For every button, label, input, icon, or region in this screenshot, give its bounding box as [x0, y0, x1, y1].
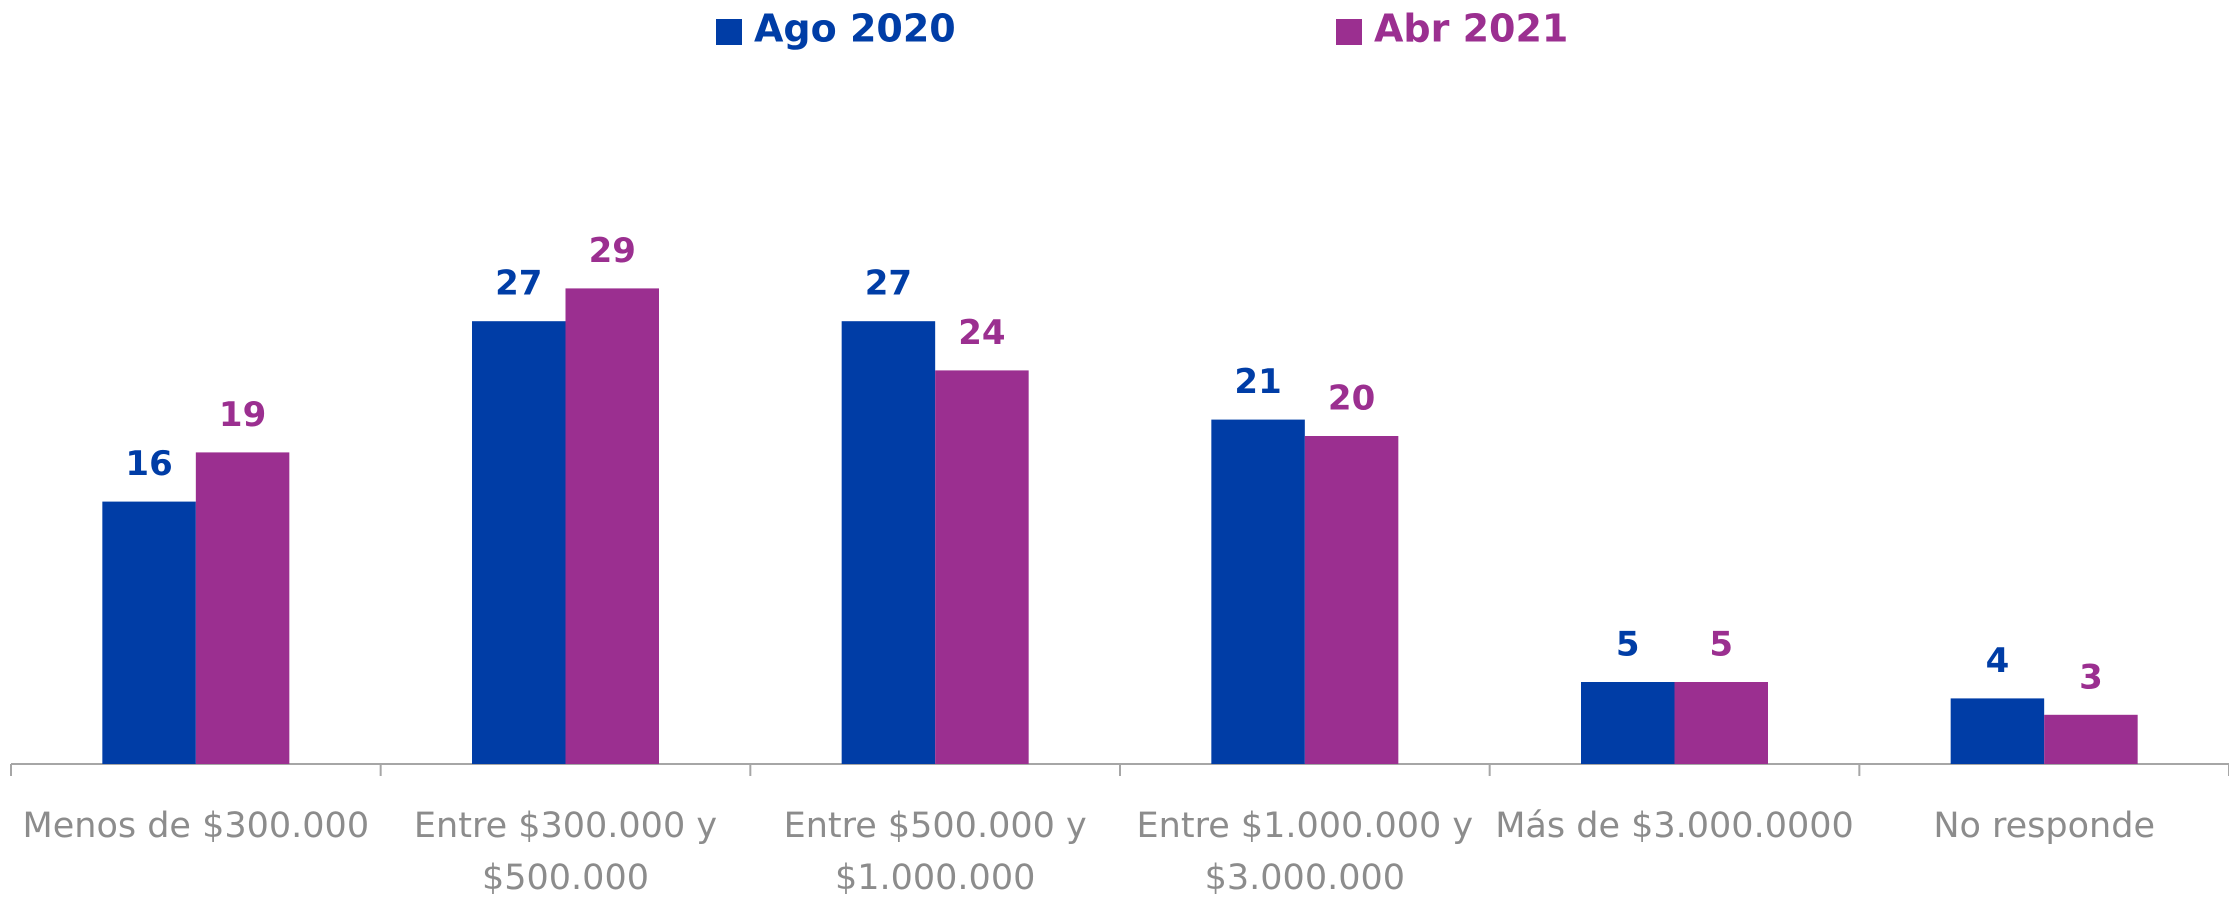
data-label: 20: [1328, 379, 1375, 419]
data-label: 16: [125, 444, 172, 484]
bar: [841, 321, 936, 764]
bar: [1304, 436, 1399, 764]
x-tick-label: Menos de $300.000: [22, 806, 370, 846]
x-tick-label: Más de $3.000.0000: [1495, 806, 1854, 846]
bar: [565, 288, 659, 764]
x-tick-label: No responde: [1933, 806, 2155, 846]
x-tick-label: Entre $1.000.000 y $3.000.000: [1136, 806, 1474, 898]
legend-label: Ago 2020: [754, 7, 956, 51]
x-tick-label: Entre $300.000 y $500.000: [413, 806, 718, 898]
bar: [935, 370, 1029, 764]
data-label: 5: [1616, 625, 1640, 665]
data-label: 21: [1234, 362, 1281, 402]
x-tick-label: Entre $500.000 y $1.000.000: [783, 806, 1087, 898]
data-label: 3: [2079, 657, 2103, 697]
data-label: 24: [958, 313, 1005, 353]
data-label: 29: [589, 231, 636, 271]
data-label: 19: [219, 395, 266, 435]
bar: [195, 452, 290, 764]
legend-swatch: [716, 19, 742, 45]
legend-swatch: [1336, 19, 1362, 45]
bar: [1581, 682, 1675, 764]
bar: [1950, 698, 2045, 764]
bar: [2044, 714, 2138, 764]
data-label: 4: [1986, 641, 2010, 681]
data-label: 27: [495, 264, 542, 304]
data-label: 5: [1709, 625, 1733, 665]
bar: [1211, 419, 1305, 764]
data-label: 27: [865, 264, 912, 304]
bar: [102, 501, 196, 764]
bar: [1674, 682, 1768, 764]
legend-label: Abr 2021: [1374, 7, 1568, 51]
bar: [472, 321, 566, 764]
